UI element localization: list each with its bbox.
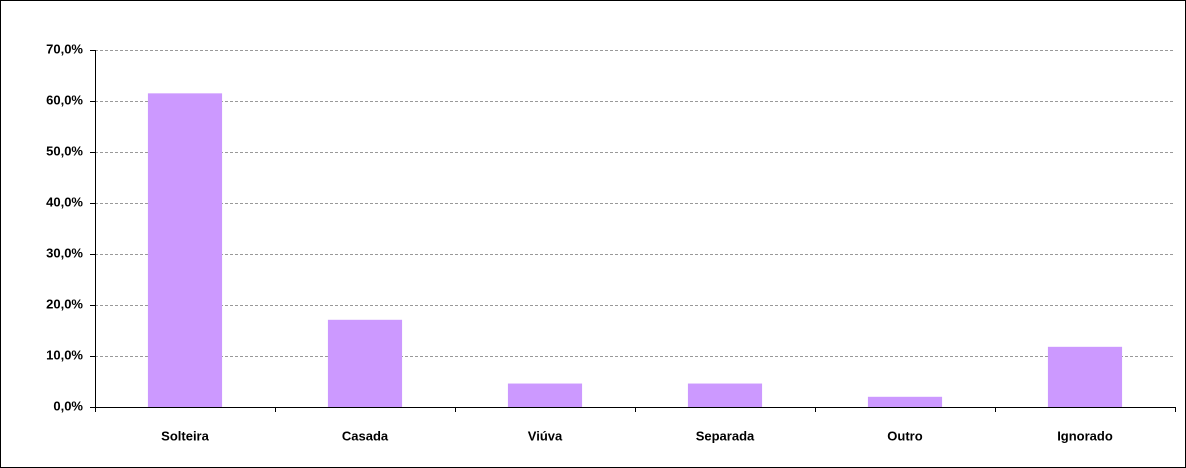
bar xyxy=(867,396,943,407)
x-tick-label: Casada xyxy=(342,428,389,443)
y-tick-label: 70,0% xyxy=(46,41,83,56)
bar xyxy=(147,93,223,407)
bar xyxy=(687,383,763,407)
bar xyxy=(507,383,583,407)
x-tick-label: Outro xyxy=(887,428,922,443)
x-tick-label: Viúva xyxy=(528,428,563,443)
x-tick-label: Solteira xyxy=(161,428,209,443)
y-tick-label: 50,0% xyxy=(46,143,83,158)
x-tick-label: Separada xyxy=(696,428,755,443)
x-tick-label: Ignorado xyxy=(1057,428,1113,443)
y-tick-label: 40,0% xyxy=(46,194,83,209)
bar xyxy=(327,319,403,407)
y-tick-label: 10,0% xyxy=(46,347,83,362)
bar xyxy=(1047,346,1123,407)
y-tick-label: 0,0% xyxy=(53,398,83,413)
y-tick-label: 20,0% xyxy=(46,296,83,311)
y-tick-label: 30,0% xyxy=(46,245,83,260)
y-tick-label: 60,0% xyxy=(46,92,83,107)
